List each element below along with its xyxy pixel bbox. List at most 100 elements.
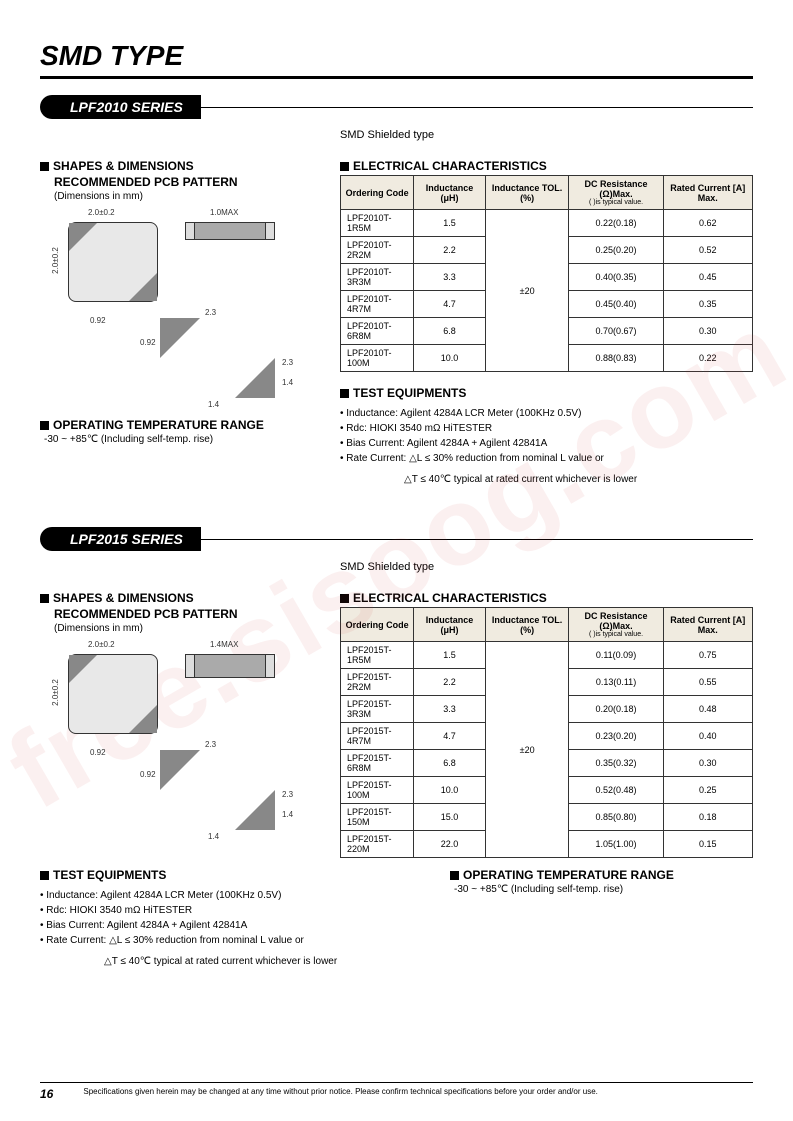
test-line: Bias Current: Agilent 4284A + Agilent 42… [40,918,420,933]
cell-ind: 22.0 [414,831,486,858]
shapes-sub-2: RECOMMENDED PCB PATTERN [54,607,320,621]
cell-ind: 1.5 [414,210,486,237]
cell-ind: 15.0 [414,804,486,831]
elec-title-1: ELECTRICAL CHARACTERISTICS [340,159,753,173]
cell-code: LPF2015T-1R5M [341,642,414,669]
diagram-1: 2.0±0.2 2.0±0.2 1.0MAX 0.92 0.92 2.3 2.3… [40,208,310,408]
col-ind: Inductance (μH) [414,608,486,642]
test-line: Rdc: HIOKI 3540 mΩ HiTESTER [340,421,753,436]
test-line: Inductance: Agilent 4284A LCR Meter (100… [40,888,420,903]
diagram-2: 2.0±0.2 2.0±0.2 1.4MAX 0.92 0.92 2.3 2.3… [40,640,310,840]
cell-cur: 0.62 [663,210,752,237]
shapes-sub-1: RECOMMENDED PCB PATTERN [54,175,320,189]
cell-code: LPF2015T-3R3M [341,696,414,723]
cell-code: LPF2010T-3R3M [341,264,414,291]
cell-code: LPF2010T-100M [341,345,414,372]
cell-dcr: 0.20(0.18) [569,696,663,723]
cell-ind: 3.3 [414,696,486,723]
series-name-2: LPF2015 SERIES [40,527,201,551]
temp-text-2: -30 ~ +85℃ (Including self-temp. rise) [454,884,674,895]
series-subtitle-1: SMD Shielded type [340,129,434,141]
footer: 16 Specifications given herein may be ch… [40,1082,753,1101]
test-line: Rdc: HIOKI 3540 mΩ HiTESTER [40,903,420,918]
cell-cur: 0.52 [663,237,752,264]
col-ind: Inductance (μH) [414,176,486,210]
cell-dcr: 0.40(0.35) [569,264,663,291]
cell-code: LPF2015T-2R2M [341,669,414,696]
cell-code: LPF2015T-6R8M [341,750,414,777]
test-line: Bias Current: Agilent 4284A + Agilent 42… [340,436,753,451]
test-indent-2: △T ≤ 40℃ typical at rated current whiche… [104,954,420,969]
col-cur: Rated Current [A] Max. [663,608,752,642]
col-dcr: DC Resistance (Ω)Max.( )is typical value… [569,608,663,642]
col-code: Ordering Code [341,176,414,210]
cell-code: LPF2015T-4R7M [341,723,414,750]
cell-cur: 0.75 [663,642,752,669]
cell-cur: 0.55 [663,669,752,696]
elec-table-2: Ordering Code Inductance (μH) Inductance… [340,607,753,858]
cell-ind: 10.0 [414,777,486,804]
main-title: SMD TYPE [40,40,753,79]
cell-ind: 2.2 [414,237,486,264]
test-list-1: Inductance: Agilent 4284A LCR Meter (100… [340,406,753,466]
cell-code: LPF2015T-100M [341,777,414,804]
cell-cur: 0.45 [663,264,752,291]
cell-code: LPF2015T-220M [341,831,414,858]
elec-table-1: Ordering Code Inductance (μH) Inductance… [340,175,753,372]
series-banner-1: LPF2010 SERIES [40,95,753,119]
table-row: LPF2015T-1R5M1.5±200.11(0.09)0.75 [341,642,753,669]
cell-dcr: 1.05(1.00) [569,831,663,858]
test-line: Inductance: Agilent 4284A LCR Meter (100… [340,406,753,421]
col-cur: Rated Current [A] Max. [663,176,752,210]
shapes-title-1: SHAPES & DIMENSIONS [40,159,320,173]
cell-dcr: 0.85(0.80) [569,804,663,831]
cell-cur: 0.15 [663,831,752,858]
test-indent-1: △T ≤ 40℃ typical at rated current whiche… [404,472,753,487]
test-line: Rate Current: △L ≤ 30% reduction from no… [340,451,753,466]
cell-tol: ±20 [485,642,569,858]
cell-ind: 6.8 [414,750,486,777]
temp-title-2: OPERATING TEMPERATURE RANGE [450,868,674,882]
cell-dcr: 0.22(0.18) [569,210,663,237]
cell-code: LPF2010T-6R8M [341,318,414,345]
cell-code: LPF2010T-4R7M [341,291,414,318]
cell-dcr: 0.13(0.11) [569,669,663,696]
cell-ind: 3.3 [414,264,486,291]
cell-dcr: 0.11(0.09) [569,642,663,669]
cell-tol: ±20 [485,210,569,372]
series-subtitle-2: SMD Shielded type [340,561,434,573]
shapes-note-1: (Dimensions in mm) [54,191,320,202]
cell-cur: 0.40 [663,723,752,750]
cell-ind: 4.7 [414,723,486,750]
elec-title-2: ELECTRICAL CHARACTERISTICS [340,591,753,605]
col-code: Ordering Code [341,608,414,642]
cell-ind: 1.5 [414,642,486,669]
cell-dcr: 0.23(0.20) [569,723,663,750]
col-tol: Inductance TOL.(%) [485,608,569,642]
cell-ind: 2.2 [414,669,486,696]
cell-dcr: 0.45(0.40) [569,291,663,318]
cell-dcr: 0.35(0.32) [569,750,663,777]
col-tol: Inductance TOL.(%) [485,176,569,210]
series-banner-2: LPF2015 SERIES [40,527,753,551]
table-row: LPF2010T-1R5M1.5±200.22(0.18)0.62 [341,210,753,237]
test-title-1: TEST EQUIPMENTS [340,386,753,400]
col-dcr: DC Resistance (Ω)Max.( )is typical value… [569,176,663,210]
cell-dcr: 0.70(0.67) [569,318,663,345]
cell-dcr: 0.25(0.20) [569,237,663,264]
cell-code: LPF2010T-2R2M [341,237,414,264]
series-name-1: LPF2010 SERIES [40,95,201,119]
cell-cur: 0.30 [663,750,752,777]
cell-code: LPF2015T-150M [341,804,414,831]
cell-cur: 0.18 [663,804,752,831]
test-title-2: TEST EQUIPMENTS [40,868,420,882]
cell-ind: 10.0 [414,345,486,372]
cell-code: LPF2010T-1R5M [341,210,414,237]
test-line: Rate Current: △L ≤ 30% reduction from no… [40,933,420,948]
shapes-title-2: SHAPES & DIMENSIONS [40,591,320,605]
cell-cur: 0.48 [663,696,752,723]
footer-disclaimer: Specifications given herein may be chang… [83,1087,598,1101]
shapes-note-2: (Dimensions in mm) [54,623,320,634]
page-number: 16 [40,1087,53,1101]
temp-text-1: -30 ~ +85℃ (Including self-temp. rise) [44,434,320,445]
